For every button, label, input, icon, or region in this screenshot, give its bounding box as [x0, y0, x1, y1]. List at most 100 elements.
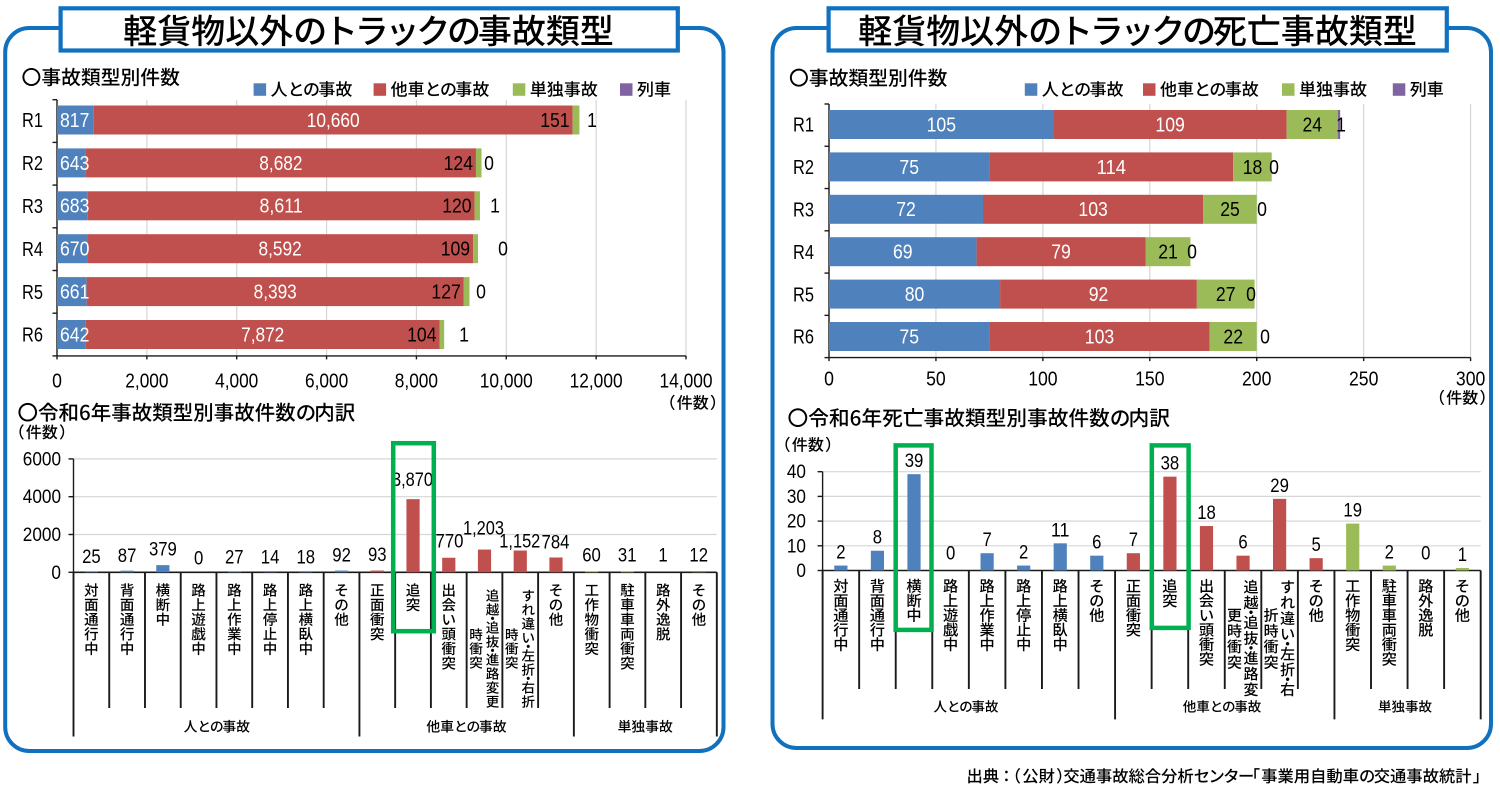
svg-text:1: 1	[658, 546, 667, 567]
svg-text:1: 1	[490, 196, 500, 218]
svg-text:683: 683	[60, 196, 89, 218]
svg-text:8: 8	[873, 528, 882, 549]
svg-text:8,611: 8,611	[260, 196, 303, 218]
svg-text:3,870: 3,870	[392, 470, 433, 491]
svg-text:92: 92	[332, 546, 351, 567]
svg-text:643: 643	[60, 153, 89, 175]
svg-text:2: 2	[836, 543, 845, 564]
svg-text:R3: R3	[793, 200, 814, 222]
svg-text:80: 80	[905, 284, 925, 306]
svg-text:6000: 6000	[23, 448, 61, 470]
svg-text:151: 151	[540, 110, 569, 132]
svg-text:18: 18	[1197, 503, 1216, 524]
svg-text:10: 10	[787, 535, 806, 557]
svg-text:379: 379	[149, 540, 177, 561]
svg-text:6: 6	[1238, 533, 1247, 554]
svg-text:12: 12	[689, 546, 708, 567]
svg-text:R5: R5	[793, 284, 814, 306]
svg-text:0: 0	[946, 544, 955, 565]
svg-text:10,000: 10,000	[480, 371, 533, 393]
svg-text:20: 20	[787, 511, 806, 533]
svg-text:30: 30	[787, 486, 806, 508]
svg-text:0: 0	[1187, 242, 1197, 264]
svg-text:103: 103	[1085, 326, 1114, 348]
svg-text:0: 0	[1269, 157, 1279, 179]
svg-text:0: 0	[498, 239, 508, 261]
svg-text:39: 39	[905, 451, 924, 472]
svg-text:12,000: 12,000	[570, 371, 623, 393]
svg-text:24: 24	[1303, 114, 1323, 136]
svg-text:25: 25	[82, 547, 101, 568]
svg-text:93: 93	[368, 545, 387, 566]
svg-text:60: 60	[582, 546, 601, 567]
svg-text:7,872: 7,872	[241, 324, 284, 346]
svg-text:0: 0	[1246, 284, 1256, 306]
svg-text:200: 200	[1242, 369, 1271, 391]
svg-text:18: 18	[1243, 157, 1263, 179]
svg-text:105: 105	[927, 114, 956, 136]
svg-text:R2: R2	[793, 157, 814, 179]
svg-text:300: 300	[1456, 369, 1485, 391]
svg-text:0: 0	[1257, 199, 1267, 221]
svg-text:10,660: 10,660	[307, 110, 360, 132]
svg-text:R4: R4	[793, 242, 814, 264]
svg-text:127: 127	[431, 282, 460, 304]
svg-text:18: 18	[297, 548, 316, 569]
svg-text:150: 150	[1135, 369, 1164, 391]
svg-text:2: 2	[1385, 543, 1394, 564]
svg-text:6: 6	[1092, 533, 1101, 554]
svg-text:7: 7	[1129, 530, 1138, 551]
svg-text:38: 38	[1161, 454, 1180, 475]
svg-text:661: 661	[60, 282, 89, 304]
svg-text:0: 0	[194, 549, 203, 570]
svg-text:R5: R5	[22, 282, 43, 304]
svg-text:27: 27	[225, 548, 244, 569]
svg-text:0: 0	[1260, 326, 1270, 348]
svg-text:11: 11	[1051, 520, 1070, 541]
svg-text:8,000: 8,000	[395, 371, 438, 393]
svg-text:75: 75	[899, 326, 919, 348]
svg-text:770: 770	[436, 532, 464, 553]
svg-text:1: 1	[587, 110, 597, 132]
svg-text:1: 1	[1336, 114, 1346, 136]
svg-text:109: 109	[441, 239, 470, 261]
svg-text:69: 69	[893, 242, 913, 264]
svg-text:7: 7	[982, 530, 991, 551]
svg-text:R1: R1	[22, 110, 43, 132]
svg-text:784: 784	[542, 533, 570, 554]
svg-text:6,000: 6,000	[305, 371, 348, 393]
svg-text:0: 0	[51, 562, 61, 584]
svg-text:0: 0	[796, 560, 806, 582]
svg-text:22: 22	[1223, 326, 1243, 348]
svg-text:1,152: 1,152	[499, 532, 540, 553]
svg-text:817: 817	[60, 110, 89, 132]
svg-text:642: 642	[60, 324, 89, 346]
svg-text:14,000: 14,000	[660, 371, 713, 393]
svg-text:1: 1	[1458, 545, 1467, 566]
svg-text:0: 0	[476, 282, 486, 304]
svg-text:8,393: 8,393	[254, 282, 297, 304]
svg-text:R2: R2	[22, 153, 43, 175]
svg-text:25: 25	[1220, 199, 1240, 221]
svg-text:2,000: 2,000	[125, 371, 168, 393]
svg-text:0: 0	[484, 153, 494, 175]
svg-text:R6: R6	[793, 327, 814, 349]
svg-text:0: 0	[824, 369, 834, 391]
svg-text:0: 0	[1421, 544, 1430, 565]
svg-text:4,000: 4,000	[215, 371, 258, 393]
svg-text:124: 124	[444, 153, 473, 175]
svg-text:31: 31	[618, 546, 637, 567]
svg-text:R1: R1	[793, 115, 814, 137]
svg-text:8,592: 8,592	[259, 239, 302, 261]
svg-text:40: 40	[787, 461, 806, 483]
svg-text:103: 103	[1078, 199, 1107, 221]
svg-text:92: 92	[1089, 284, 1109, 306]
svg-text:79: 79	[1051, 242, 1071, 264]
svg-text:21: 21	[1158, 242, 1178, 264]
svg-text:8,682: 8,682	[259, 153, 302, 175]
svg-text:50: 50	[926, 369, 946, 391]
svg-text:114: 114	[1097, 157, 1126, 179]
svg-text:R4: R4	[22, 239, 43, 261]
svg-text:100: 100	[1028, 369, 1057, 391]
svg-text:109: 109	[1155, 114, 1184, 136]
